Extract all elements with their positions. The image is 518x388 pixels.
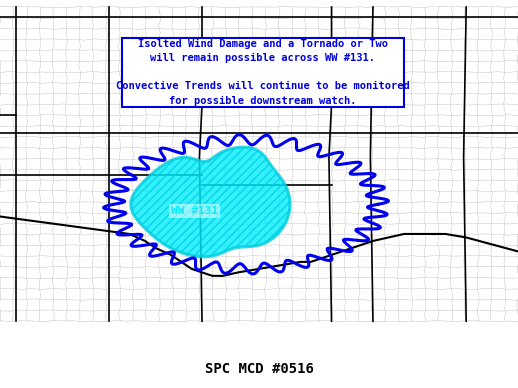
Text: SPC MCD #0516: SPC MCD #0516 <box>205 362 313 376</box>
Text: Isolted Wind Damage and a Tornado or Two
will remain possible across WW #131.

C: Isolted Wind Damage and a Tornado or Two… <box>116 40 410 106</box>
Polygon shape <box>131 147 290 257</box>
Text: WW #131: WW #131 <box>170 206 218 216</box>
FancyBboxPatch shape <box>122 38 404 107</box>
